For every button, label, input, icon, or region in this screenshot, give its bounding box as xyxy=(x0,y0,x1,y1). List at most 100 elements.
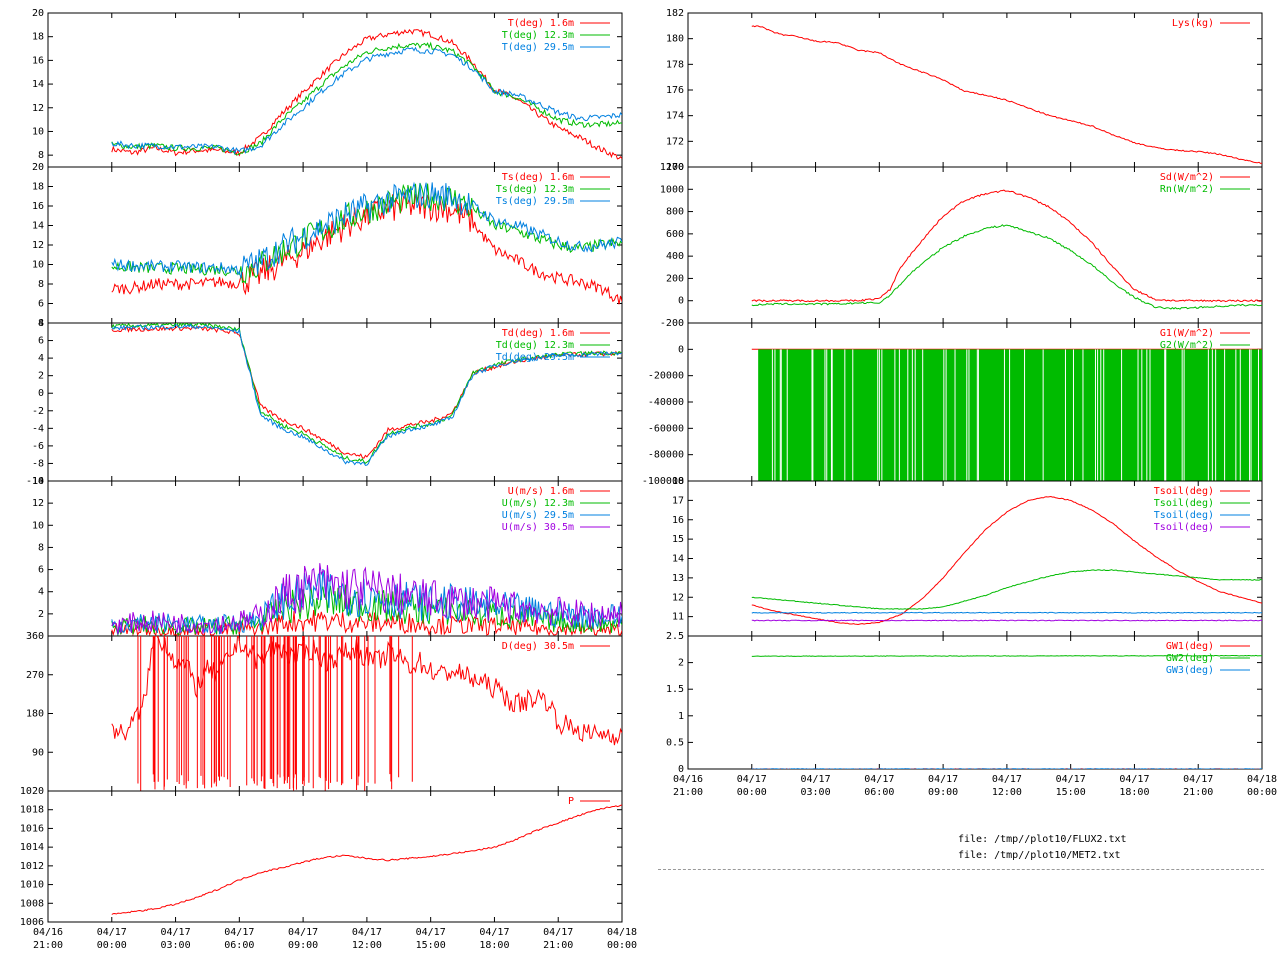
ytick-label: -4 xyxy=(32,423,44,434)
xtick-label: 03:00 xyxy=(161,940,191,951)
ytick-label: 8 xyxy=(38,150,44,161)
series-line-0 xyxy=(751,25,1262,164)
legend-label: Sd(W/m^2) xyxy=(1160,172,1214,183)
plot-frame xyxy=(687,12,1263,168)
series-line-0 xyxy=(111,804,622,915)
ytick-label: 2 xyxy=(38,609,44,620)
separator-line xyxy=(658,869,1264,870)
plot-frame xyxy=(47,790,623,923)
ytick-label: 10 xyxy=(32,520,44,531)
ytick-label: 1 xyxy=(678,711,684,722)
xtick-label: 21:00 xyxy=(1183,787,1213,798)
ytick-label: 18 xyxy=(672,476,684,487)
xtick-label: 09:00 xyxy=(288,940,318,951)
ytick-label: -80000 xyxy=(648,450,684,461)
ytick-label: 12 xyxy=(32,498,44,509)
chart-tsoil: 1112131415161718Tsoil(deg)Tsoil(deg)Tsoi… xyxy=(672,476,1263,637)
legend-label: Lys(kg) xyxy=(1172,18,1214,29)
ytick-label: 10 xyxy=(32,260,44,271)
series-line-2 xyxy=(111,323,622,466)
xtick-label: 04/17 xyxy=(97,927,127,938)
ytick-label: 14 xyxy=(32,79,44,90)
xtick-label: 04/17 xyxy=(1119,774,1149,785)
series-line-1 xyxy=(751,654,1262,657)
legend-label: P xyxy=(568,796,574,807)
ytick-label: 12 xyxy=(672,592,684,603)
chart-pressure: 1006 1008 1010 1012 1014 1016 1018 1020 04/16 21:… xyxy=(20,786,637,951)
ytick-label: 174 xyxy=(666,111,684,122)
xtick-label: 04/16 xyxy=(33,927,63,938)
ytick-label: 12 xyxy=(32,103,44,114)
legend-label: Ts(deg) 1.6m xyxy=(502,172,574,183)
xtick-label: 04/17 xyxy=(543,927,573,938)
ytick-label: 4 xyxy=(38,353,44,364)
ytick-label: -8 xyxy=(32,458,44,469)
series-line-0 xyxy=(111,325,622,459)
ytick-label: 1014 xyxy=(20,842,44,853)
legend-label: D(deg) 30.5m xyxy=(502,641,574,652)
ytick-label: 1010 xyxy=(20,880,44,891)
ytick-label: -100000 xyxy=(642,476,684,487)
ytick-label: 10 xyxy=(32,126,44,137)
legend-label: T(deg) 12.3m xyxy=(502,30,574,41)
xtick-label: 04/17 xyxy=(416,927,446,938)
ytick-label: 11 xyxy=(672,612,684,623)
xtick-label: 04/17 xyxy=(928,774,958,785)
legend-label: Ts(deg) 29.5m xyxy=(496,196,574,207)
ytick-label: 1000 xyxy=(660,184,684,195)
ytick-label: 14 xyxy=(32,221,44,232)
ytick-label: 4 xyxy=(38,587,44,598)
xtick-label: 12:00 xyxy=(992,787,1022,798)
legend-label: Tsoil(deg) xyxy=(1154,522,1214,533)
ytick-label: -2 xyxy=(32,406,44,417)
xtick-label: 06:00 xyxy=(224,940,254,951)
ytick-label: 1200 xyxy=(660,162,684,173)
ytick-label: 1012 xyxy=(20,861,44,872)
xtick-label: 09:00 xyxy=(928,787,958,798)
chart-temp: 8 10 12 14 16 18 20 T(deg) 1.6mT(deg) 12.3mT(de… xyxy=(32,8,623,168)
ytick-label: 2 xyxy=(678,658,684,669)
legend-label: Tsoil(deg) xyxy=(1154,510,1214,521)
xtick-label: 04/17 xyxy=(864,774,894,785)
legend-label: G1(W/m^2) xyxy=(1160,328,1214,339)
series-line-0 xyxy=(111,192,622,305)
series-line-2 xyxy=(111,181,622,279)
xtick-label: 04/18 xyxy=(1247,774,1277,785)
legend-label: G2(W/m^2) xyxy=(1160,340,1214,351)
ytick-label: 600 xyxy=(666,229,684,240)
file-label-flux: file: /tmp//plot10/FLUX2.txt xyxy=(958,834,1127,845)
legend-label: Td(deg) 29.5m xyxy=(496,352,574,363)
ytick-label: 18 xyxy=(32,32,44,43)
ytick-label: -20000 xyxy=(648,371,684,382)
xtick-label: 04/17 xyxy=(801,774,831,785)
xtick-label: 00:00 xyxy=(607,940,637,951)
series-line-3 xyxy=(111,563,622,636)
xtick-label: 15:00 xyxy=(416,940,446,951)
xtick-label: 04/17 xyxy=(1056,774,1086,785)
ytick-label: 1.5 xyxy=(666,684,684,695)
legend-label: U(m/s) 1.6m xyxy=(508,486,574,497)
ytick-label: 0.5 xyxy=(666,737,684,748)
legend-label: GW1(deg) xyxy=(1166,641,1214,652)
series-line-2 xyxy=(751,611,1262,614)
legend-label: U(m/s) 12.3m xyxy=(502,498,574,509)
ytick-label: 182 xyxy=(666,8,684,19)
series-line-1 xyxy=(751,224,1262,310)
ytick-label: 0 xyxy=(678,764,684,775)
ytick-label: 18 xyxy=(32,182,44,193)
ytick-label: 1006 xyxy=(20,917,44,928)
chart-direction: 90 180 270 360 D(deg) 30.5m xyxy=(26,631,623,792)
xtick-label: 04/17 xyxy=(1183,774,1213,785)
ytick-label: 8 xyxy=(38,318,44,329)
ytick-label: 0 xyxy=(678,296,684,307)
ytick-label: -40000 xyxy=(648,397,684,408)
chart-lysimeter: 170 172 174 176 178 180 182 Lys(kg) xyxy=(666,8,1263,173)
ytick-label: -60000 xyxy=(648,423,684,434)
chart-groundwater: 0 0.5 1 1.5 2 2.5 04/16 21:00 04/17 00:00 04/17 03:… xyxy=(666,631,1277,798)
ytick-label: 2 xyxy=(38,371,44,382)
ytick-label: 180 xyxy=(666,34,684,45)
